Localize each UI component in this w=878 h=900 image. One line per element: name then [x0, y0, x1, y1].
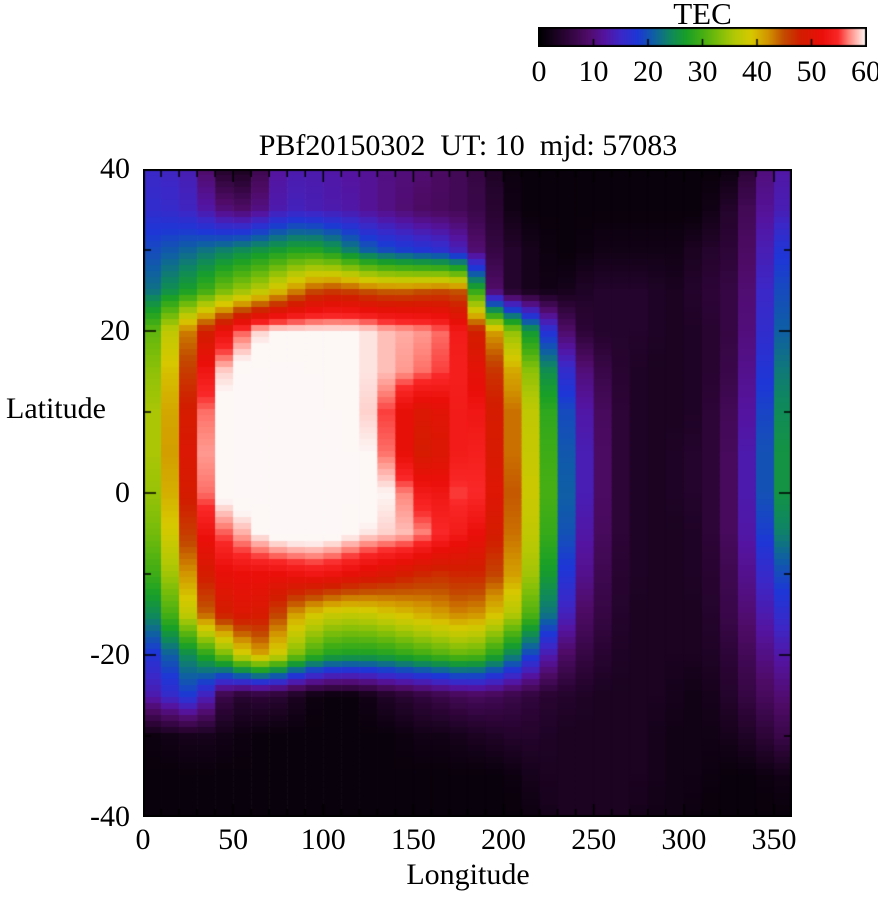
y-tick-label: -20: [90, 638, 130, 671]
y-tick-label: 0: [115, 476, 130, 509]
colorbar-tick-label: 30: [687, 55, 718, 88]
x-tick-label: 350: [751, 823, 797, 856]
colorbar-tick-label: 60: [851, 55, 878, 88]
y-tick-label: 20: [100, 314, 130, 347]
colorbar-tick-label: 50: [796, 55, 827, 88]
x-tick-label: 250: [571, 823, 617, 856]
colorbar-canvas: [538, 27, 867, 47]
colorbar-tick-label: 20: [633, 55, 663, 88]
colorbar-tick-label: 10: [578, 55, 609, 88]
x-tick-label: 100: [300, 823, 346, 856]
y-tick-label: -40: [90, 800, 130, 833]
colorbar-tick-label: 40: [742, 55, 772, 88]
y-tick-label: 40: [100, 152, 130, 185]
x-tick-label: 300: [661, 823, 707, 856]
colorbar-title: TEC: [673, 0, 732, 31]
x-axis-label: Longitude: [406, 858, 530, 891]
x-tick-label: 200: [481, 823, 527, 856]
colorbar-tick-label: 0: [531, 55, 547, 88]
x-tick-label: 150: [390, 823, 436, 856]
y-axis-label: Latitude: [6, 392, 106, 425]
x-tick-label: 50: [218, 823, 249, 856]
plot-title: PBf20150302 UT: 10 mjd: 57083: [258, 129, 678, 162]
x-tick-label: 0: [135, 823, 151, 856]
heatmap-canvas: [143, 169, 792, 817]
